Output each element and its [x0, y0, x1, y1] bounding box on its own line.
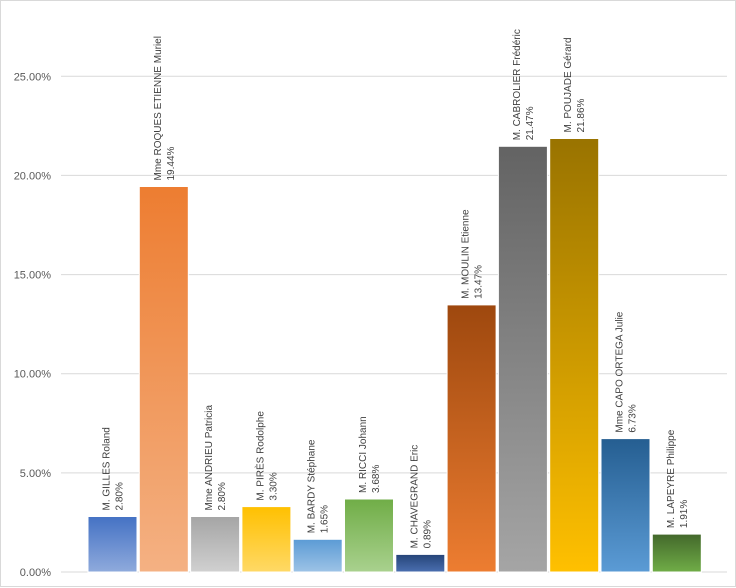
data-label-name: M. POUJADE Gérard — [563, 37, 574, 132]
bar — [549, 138, 600, 573]
data-label: M. RICCI Johann 3.68% — [358, 416, 382, 493]
data-label-value: 1.65% — [320, 505, 331, 533]
data-label: M. GILLES Roland 2.80% — [102, 427, 126, 510]
data-label-name: M. LAPEYRE Philippe — [666, 429, 677, 528]
y-tick-label: 20.00% — [14, 170, 52, 182]
data-label-name: Mme ROQUES ETIENNE Muriel — [153, 36, 164, 180]
data-label-value: 21.47% — [525, 106, 536, 140]
data-label-name: M. GILLES Roland — [102, 427, 113, 510]
bar — [87, 516, 138, 573]
bar — [446, 304, 497, 573]
data-label-name: M. BARDY Stéphane — [307, 439, 318, 533]
bar — [138, 186, 189, 573]
data-label-value: 2.80% — [217, 482, 228, 510]
data-label-value: 2.80% — [115, 482, 126, 510]
data-label-name: Mme CAPO ORTEGA Julie — [615, 311, 626, 432]
data-label: Mme ROQUES ETIENNE Muriel 19.44% — [153, 36, 177, 180]
data-label: M. PIRÈS Rodolphe 3.30% — [253, 411, 279, 501]
data-label-value: 21.86% — [576, 98, 587, 132]
data-label-value: 1.91% — [679, 500, 690, 528]
data-label-name: M. CHAVEGRAND Eric — [409, 445, 420, 549]
data-label-value: 6.73% — [628, 404, 639, 432]
data-label-value: 0.89% — [422, 520, 433, 548]
data-label-value: 13.47% — [474, 265, 485, 299]
bar — [190, 516, 241, 573]
bar — [292, 538, 343, 573]
bar — [600, 438, 651, 573]
bar — [651, 533, 702, 573]
y-tick-label: 10.00% — [14, 369, 52, 381]
data-label-value: 3.30% — [268, 472, 279, 500]
data-label: Mme CAPO ORTEGA Julie 6.73% — [615, 311, 639, 432]
bar — [395, 553, 446, 573]
data-label: Mme ANDRIEU Patricia 2.80% — [204, 404, 228, 510]
y-tick-label: 15.00% — [14, 270, 52, 282]
data-label: M. POUJADE Gérard 21.86% — [563, 37, 587, 132]
data-label-value: 19.44% — [166, 146, 177, 180]
data-label: M. CHAVEGRAND Eric 0.89% — [409, 445, 433, 549]
bar — [497, 145, 548, 573]
y-tick-label: 0.00% — [20, 567, 51, 579]
y-tick-label: 5.00% — [20, 468, 51, 480]
data-label-name: M. PIRÈS Rodolphe — [253, 411, 266, 501]
y-axis-tick-labels: 0.00% 5.00% 10.00% 15.00% 20.00% 25.00% — [14, 71, 52, 579]
data-label: M. LAPEYRE Philippe 1.91% — [666, 429, 690, 528]
data-label-name: M. MOULIN Etienne — [461, 209, 472, 299]
data-label: M. BARDY Stéphane 1.65% — [307, 439, 331, 533]
bars — [87, 138, 702, 573]
data-label: M. CABROLIER Frédéric 21.47% — [512, 29, 536, 140]
data-label: M. MOULIN Etienne 13.47% — [461, 209, 485, 299]
data-label-value: 3.68% — [371, 465, 382, 493]
bar — [241, 506, 292, 573]
data-label-name: M. RICCI Johann — [358, 416, 369, 493]
y-tick-label: 25.00% — [14, 71, 52, 83]
data-label-name: M. CABROLIER Frédéric — [512, 29, 523, 140]
data-label-name: Mme ANDRIEU Patricia — [204, 404, 215, 510]
bar — [344, 498, 394, 573]
data-labels: M. GILLES Roland 2.80%Mme ROQUES ETIENNE … — [102, 29, 690, 548]
